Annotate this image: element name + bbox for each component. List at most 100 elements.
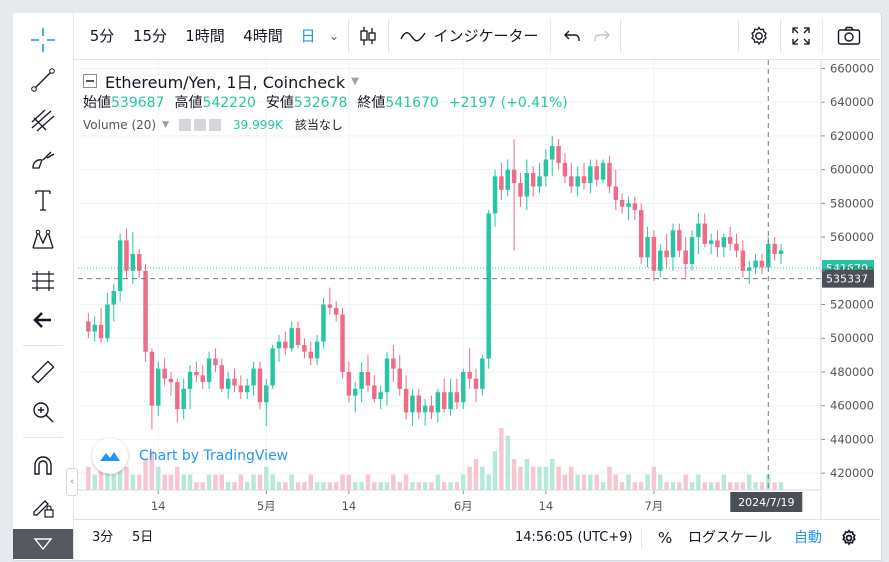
volume-na: 該当なし [294,118,343,132]
lock-drawings-tool[interactable] [13,487,73,525]
crosshair-tool[interactable] [13,21,73,59]
close-icon[interactable] [209,119,221,131]
volume-bar [715,482,720,490]
candle-body [588,166,593,184]
measure-lines-icon [32,271,54,291]
indicators-button[interactable]: インジケーター [433,27,539,45]
candle-body [238,385,244,393]
candle-body [365,371,371,386]
crosshair-icon [31,28,55,52]
high-value: 542220 [202,95,256,111]
volume-bar [607,466,612,490]
volume-bar [416,482,422,490]
crosshair-time-label: 2024/7/19 [738,496,794,509]
collapse-legend-icon[interactable] [83,74,97,88]
volume-bar [257,474,263,490]
volume-menu-icon[interactable]: ▼ [162,120,169,130]
indicators-icon[interactable] [398,13,428,59]
candle-body [219,365,225,389]
range-5d-button[interactable]: 5日 [132,530,154,545]
candle-body [308,351,313,359]
volume-bar [111,474,116,490]
volume-bar [187,474,193,490]
eye-icon[interactable] [179,119,191,131]
hide-drawings-tool[interactable] [13,529,73,559]
candle-body [454,392,460,403]
symbol-title[interactable]: Ethereum/Yen, 1日, Coincheck [105,73,346,92]
candle-body [473,378,479,389]
volume-bar [340,474,345,490]
ruler-tool[interactable] [13,353,73,391]
symbol-menu-icon[interactable]: ▼ [351,75,359,87]
crosshair-price-badge [822,269,874,288]
volume-bar [581,474,587,490]
candle-body [778,250,784,254]
volume-bar [314,482,320,490]
candle-body [518,183,523,197]
back-arrow-tool[interactable] [13,301,73,339]
volume-bar [454,482,460,490]
volume-bar [626,474,631,490]
interval-dropdown-icon[interactable]: ⌄ [328,29,340,43]
volume-bar [206,474,212,490]
candle-body [353,388,358,396]
candle-style-icon[interactable] [356,13,380,59]
volume-bar [518,466,523,490]
candle-body [251,368,256,386]
interval-5m[interactable]: 5分 [89,27,115,45]
candle-body [136,253,142,271]
text-tool[interactable] [13,181,73,219]
pattern-tool[interactable] [13,221,73,259]
plot-background [78,60,821,490]
candle-body [734,243,739,251]
candle-body [435,392,441,413]
tradingview-watermark[interactable]: Chart by TradingView [92,438,288,474]
price-tick-label: 640000 [830,95,874,109]
magnet-tool[interactable] [13,447,73,485]
candle-body [244,385,250,393]
volume-bar [200,482,205,490]
interval-15m[interactable]: 15分 [132,27,168,45]
candle-body [461,371,466,403]
undo-icon[interactable] [560,13,584,59]
chart-settings-button[interactable] [840,520,860,556]
redo-icon[interactable] [590,13,614,59]
volume-bar [105,466,110,490]
auto-scale-toggle[interactable]: 自動 [794,530,822,546]
candle-body [213,358,218,366]
brush-tool[interactable] [13,141,73,179]
volume-row: Volume (20) ▼ 39.999K 該当なし [83,114,568,136]
percent-toggle[interactable]: % [658,529,673,547]
volume-bar [270,474,275,490]
interval-1h[interactable]: 1時間 [185,27,225,45]
candle-body [187,371,193,389]
pitchfork-icon [31,109,55,132]
volume-bar [524,459,530,490]
fullscreen-icon[interactable] [786,13,816,59]
candle-body [416,395,422,413]
candle-body [124,240,129,271]
candle-body [524,172,530,197]
candle-body [410,395,415,413]
brush-icon [32,151,55,169]
settings-gear-icon[interactable] [744,13,774,59]
prediction-tool[interactable] [13,261,73,299]
chart-legend: Ethereum/Yen, 1日, Coincheck ▼ 始値539687 高値… [83,70,568,136]
fib-tool[interactable] [13,101,73,139]
candle-body [86,321,91,332]
range-3d-button[interactable]: 3分 [92,530,114,545]
trend-line-tool[interactable] [13,61,73,99]
interval-1d[interactable]: 日 [300,27,316,45]
zoom-tool[interactable] [13,393,73,431]
log-scale-toggle[interactable]: ログスケール [688,530,772,546]
toolbar-collapse-handle[interactable]: ‹ [66,468,78,496]
candle-body [422,405,428,413]
wave-icon [400,32,426,42]
clock-display[interactable]: 14:56:05 (UTC+9) [515,530,633,545]
gear-icon[interactable] [194,119,206,131]
volume-label[interactable]: Volume (20) [83,118,157,132]
interval-4h[interactable]: 4時間 [243,27,283,45]
volume-bar [441,482,447,490]
camera-icon[interactable] [832,13,866,59]
